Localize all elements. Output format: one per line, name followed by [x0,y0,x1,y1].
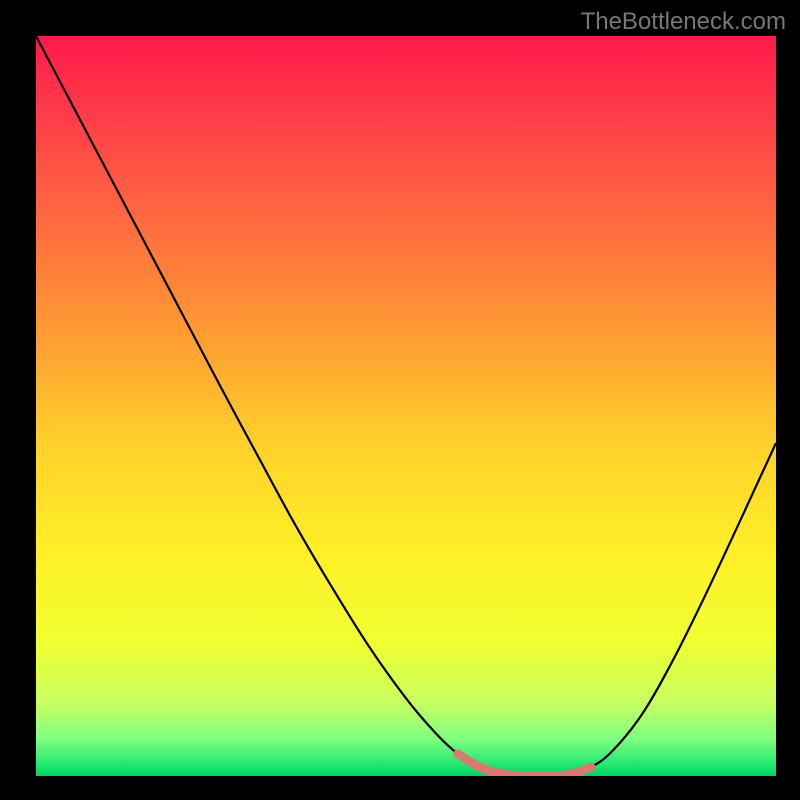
curve-svg [36,36,776,776]
highlight-arc [458,754,591,776]
plot-area [36,36,776,776]
stage: TheBottleneck.com [0,0,800,800]
watermark-text: TheBottleneck.com [581,8,786,36]
bottleneck-curve [36,36,776,776]
